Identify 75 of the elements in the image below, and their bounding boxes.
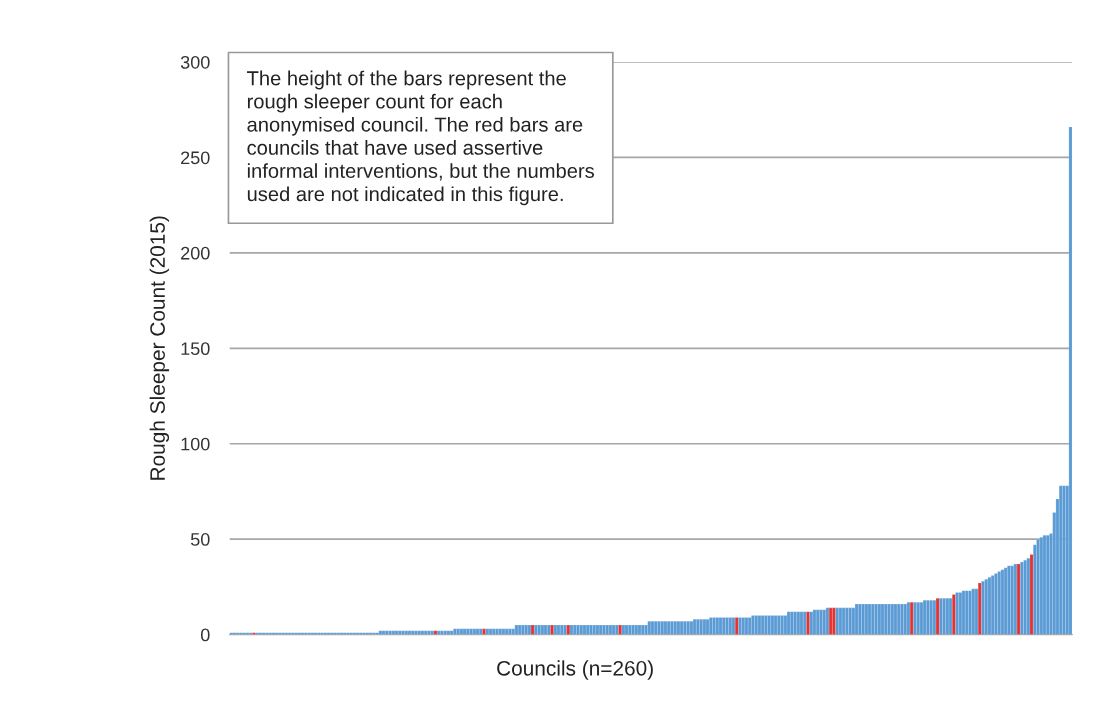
y-tick-label: 0 bbox=[200, 628, 210, 642]
bar bbox=[420, 630, 425, 635]
bar bbox=[534, 624, 538, 635]
bar bbox=[446, 630, 451, 635]
bar bbox=[404, 630, 409, 635]
bar bbox=[394, 630, 399, 635]
bar bbox=[459, 628, 464, 635]
y-tick-label: 100 bbox=[181, 437, 210, 451]
y-tick-label: 50 bbox=[190, 533, 210, 546]
bar bbox=[556, 624, 561, 635]
bar bbox=[592, 624, 596, 635]
bar bbox=[456, 628, 460, 635]
bar bbox=[786, 611, 791, 635]
bar bbox=[385, 630, 389, 635]
bar bbox=[411, 630, 415, 635]
bar bbox=[466, 628, 470, 635]
bar bbox=[540, 624, 545, 635]
bar bbox=[462, 628, 467, 635]
bar bbox=[1068, 126, 1073, 635]
bar bbox=[599, 624, 603, 635]
bar bbox=[492, 628, 496, 635]
bar bbox=[582, 624, 587, 635]
bar bbox=[417, 630, 421, 635]
bar bbox=[488, 628, 493, 635]
bar bbox=[378, 630, 383, 635]
bar bbox=[812, 609, 817, 635]
bar bbox=[391, 630, 396, 635]
y-axis-title: Rough Sleeper Count (2015) bbox=[149, 216, 170, 480]
bar bbox=[624, 624, 629, 635]
bar bbox=[511, 628, 515, 635]
x-axis-title: Councils (n=260) bbox=[497, 660, 653, 680]
bar bbox=[505, 628, 509, 635]
bar bbox=[628, 624, 632, 635]
bar bbox=[560, 624, 564, 635]
bar bbox=[518, 624, 522, 635]
bar bbox=[569, 624, 574, 635]
y-tick-label: 150 bbox=[181, 342, 210, 356]
bar bbox=[485, 628, 490, 635]
bar bbox=[634, 624, 639, 635]
bar bbox=[579, 624, 583, 635]
y-tick-label: 250 bbox=[181, 151, 210, 165]
bar bbox=[437, 630, 441, 635]
bar bbox=[407, 630, 412, 635]
bar bbox=[605, 624, 609, 635]
bar bbox=[449, 630, 454, 635]
bar bbox=[424, 630, 428, 635]
bar bbox=[553, 624, 558, 635]
bar bbox=[854, 603, 859, 635]
bar bbox=[573, 624, 577, 635]
y-tick-label: 200 bbox=[181, 246, 210, 260]
bar bbox=[621, 624, 626, 635]
bar bbox=[611, 624, 616, 635]
bar bbox=[498, 628, 502, 635]
bar bbox=[586, 624, 590, 635]
bar bbox=[650, 621, 655, 635]
bar bbox=[637, 624, 642, 635]
y-tick-label: 300 bbox=[180, 55, 210, 69]
annotation: The height of the bars represent the rough sleeper count for each anonymised council. The red bars are councils that have used assertive informal interventions, but the numbers used are not indicated in this figure. bbox=[247, 70, 594, 206]
bar bbox=[524, 624, 528, 635]
bar bbox=[398, 630, 402, 635]
bar bbox=[472, 628, 477, 635]
bar bbox=[430, 630, 434, 635]
bar bbox=[501, 628, 506, 635]
bar bbox=[543, 624, 548, 635]
bar bbox=[893, 603, 898, 635]
bar bbox=[731, 617, 736, 635]
bar bbox=[475, 628, 480, 635]
bar bbox=[595, 624, 600, 635]
bar bbox=[443, 630, 447, 635]
bar bbox=[641, 624, 645, 635]
bar bbox=[608, 624, 613, 635]
bar bbox=[381, 630, 386, 635]
bar bbox=[514, 624, 519, 635]
bar bbox=[433, 630, 438, 635]
bar bbox=[453, 628, 457, 635]
